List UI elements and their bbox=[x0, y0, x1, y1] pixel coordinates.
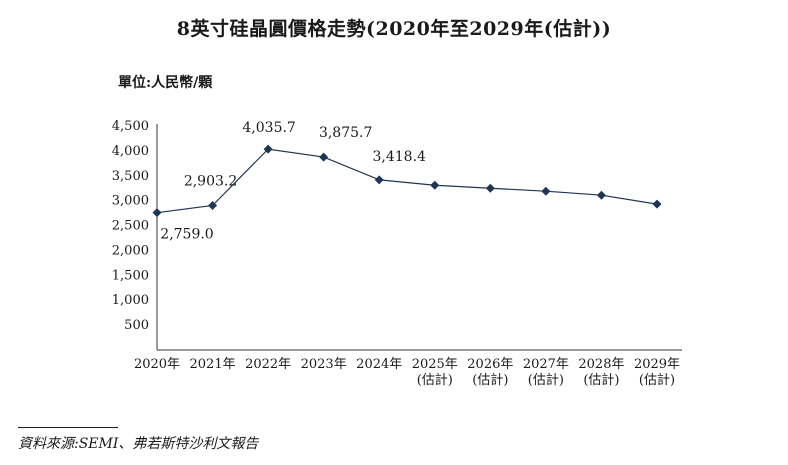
data-point bbox=[430, 180, 440, 190]
y-tick-label: 1,500 bbox=[112, 268, 149, 283]
data-label: 2,759.0 bbox=[160, 227, 213, 243]
data-point bbox=[152, 208, 162, 218]
data-point bbox=[263, 144, 273, 154]
x-tick-label: 2020年 bbox=[134, 357, 180, 372]
data-point bbox=[485, 183, 495, 193]
x-tick-label: 2023年 bbox=[301, 357, 347, 372]
y-tick-label: 2,500 bbox=[112, 219, 149, 234]
unit-label: 單位:人民幣/顆 bbox=[118, 75, 213, 91]
data-point bbox=[596, 190, 606, 200]
source-note: 資料來源:SEMI、弗若斯特沙利文報告 bbox=[18, 436, 259, 452]
y-tick-label: 4,000 bbox=[112, 144, 149, 159]
data-label: 3,875.7 bbox=[319, 125, 372, 141]
y-tick-label: 500 bbox=[124, 318, 149, 333]
x-tick-label: 2024年 bbox=[356, 357, 402, 372]
y-tick-label: 1,000 bbox=[112, 293, 149, 308]
data-label: 2,903.2 bbox=[184, 173, 237, 189]
data-point bbox=[652, 199, 662, 209]
y-tick-label: 3,500 bbox=[112, 169, 149, 184]
y-tick-label: 4,500 bbox=[112, 119, 149, 134]
x-tick-label: 2028年(估計) bbox=[578, 357, 624, 388]
x-tick-label: 2029年(估計) bbox=[634, 357, 680, 388]
series-line bbox=[156, 148, 658, 214]
y-tick-label: 2,000 bbox=[112, 243, 149, 258]
data-label: 4,035.7 bbox=[242, 120, 295, 136]
chart-title: 8英寸硅晶圓價格走勢(2020年至2029年(估計)) bbox=[176, 18, 612, 40]
line-chart: 500 1,000 1,500 2,000 2,500 3,000 3,500 4,000 4,… bbox=[112, 119, 682, 388]
y-tick-label: 3,000 bbox=[112, 194, 149, 209]
x-tick-label: 2027年(估計) bbox=[523, 357, 569, 388]
x-tick-label: 2021年 bbox=[190, 357, 236, 372]
data-point bbox=[374, 175, 384, 185]
x-tick-label: 2022年 bbox=[245, 357, 291, 372]
data-label: 3,418.4 bbox=[373, 149, 427, 165]
data-point bbox=[541, 186, 551, 196]
x-tick-label: 2026年(估計) bbox=[467, 357, 513, 388]
source-divider bbox=[18, 427, 118, 428]
data-point bbox=[208, 200, 218, 210]
x-tick-label: 2025年(估計) bbox=[412, 357, 458, 388]
data-point bbox=[319, 152, 329, 162]
